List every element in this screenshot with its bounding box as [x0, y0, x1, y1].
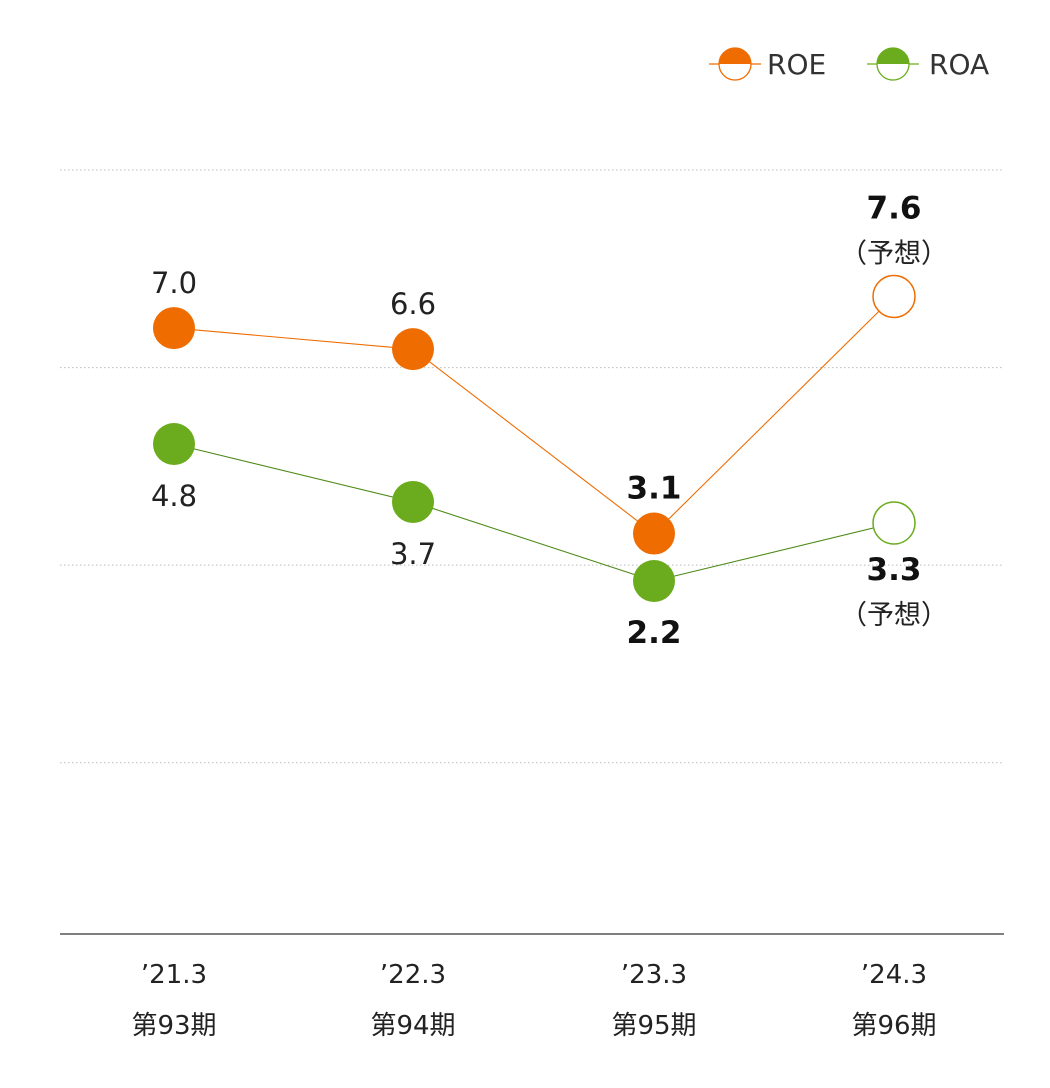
- legend-label-roe: ROE: [767, 48, 826, 81]
- roa-forecast-note: （予想）: [840, 600, 948, 631]
- grid-lines: [60, 169, 1004, 764]
- roa-data-label: 4.8: [151, 479, 197, 513]
- roe-point: [153, 307, 195, 350]
- x-tick-label: ’24.3: [861, 960, 927, 990]
- roa-point: [633, 559, 675, 602]
- x-tick-labels: ’21.3 第93期 ’22.3 第94期 ’23.3 第95期 ’24.3 第96期: [131, 960, 936, 1041]
- roe-point: [872, 274, 916, 319]
- roa-data-label: 2.2: [627, 615, 682, 651]
- roe-data-label: 7.0: [151, 266, 197, 300]
- x-tick-sublabel: 第96期: [851, 1011, 936, 1041]
- roe-data-label: 6.6: [390, 287, 436, 321]
- series-group: [153, 274, 916, 602]
- x-tick-sublabel: 第93期: [131, 1011, 216, 1041]
- x-tick-sublabel: 第95期: [611, 1011, 696, 1041]
- roa-data-label: 3.3: [867, 552, 922, 588]
- legend-label-roa: ROA: [929, 48, 989, 81]
- x-tick-label: ’21.3: [141, 960, 207, 990]
- roa-point: [872, 501, 916, 545]
- roa-point: [392, 480, 434, 523]
- legend: ROE ROA: [709, 47, 989, 81]
- x-tick-label: ’23.3: [621, 960, 687, 990]
- roe-data-label: 3.1: [627, 471, 682, 507]
- legend-item-roe: ROE: [709, 47, 826, 81]
- roa-data-label: 3.7: [390, 537, 436, 571]
- x-tick-sublabel: 第94期: [370, 1011, 455, 1041]
- legend-marker-filled-half: [877, 48, 909, 64]
- roe-data-label: 7.6: [867, 190, 922, 226]
- roa-point: [153, 422, 195, 465]
- roa-line: [173, 443, 895, 582]
- data-labels: 7.0 6.6 3.1 7.6 （予想） 4.8 3.7 2.2 3.3 （予想）: [151, 190, 948, 651]
- roe-point: [392, 328, 434, 371]
- x-tick-label: ’22.3: [380, 960, 446, 990]
- legend-marker-filled-half: [719, 48, 751, 64]
- roe-point: [633, 512, 675, 555]
- legend-item-roa: ROA: [867, 47, 989, 81]
- roe-forecast-note: （予想）: [840, 238, 948, 269]
- roe-line: [173, 296, 895, 535]
